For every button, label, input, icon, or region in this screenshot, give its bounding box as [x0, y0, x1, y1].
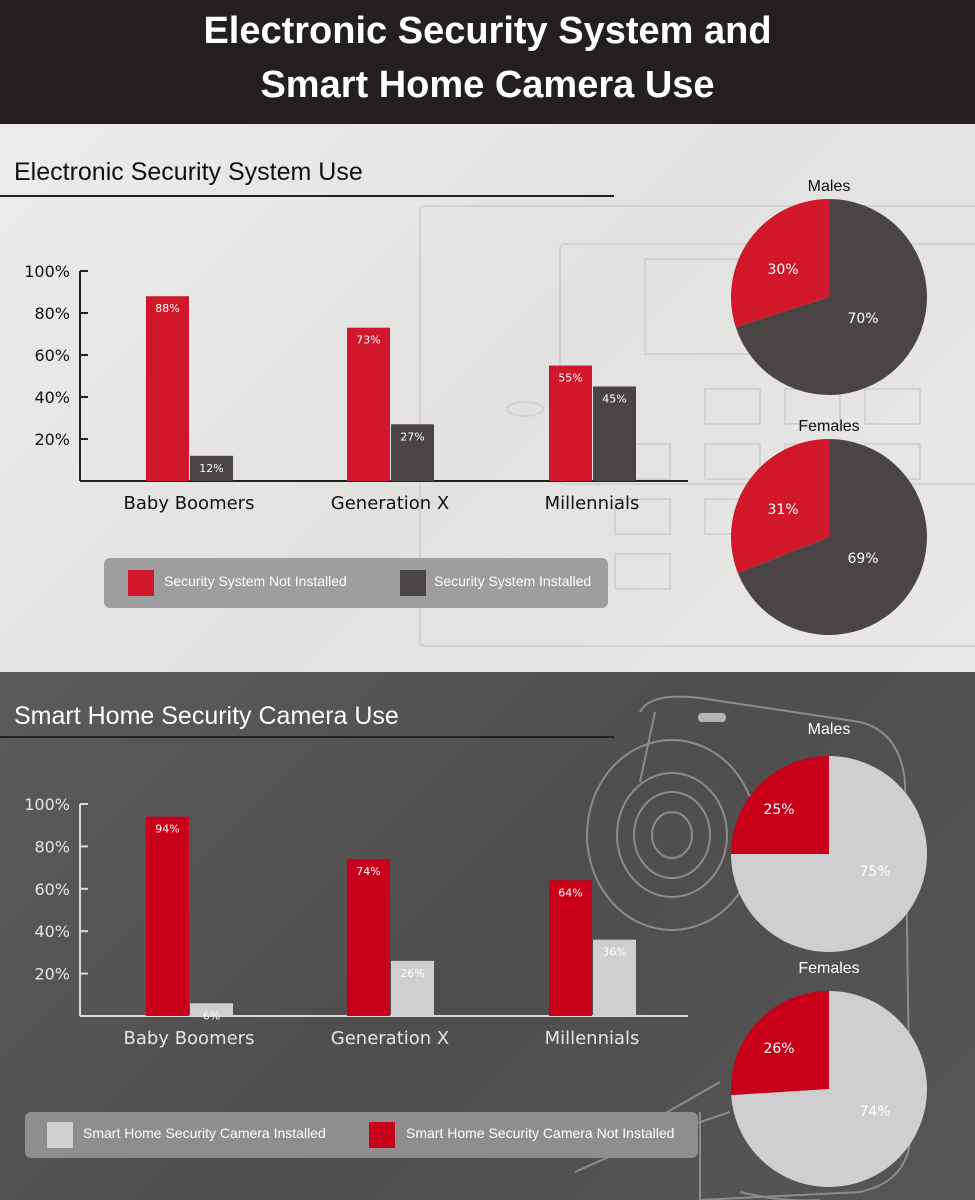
- y-tick-label: 40%: [34, 388, 70, 407]
- security-bar-chart: 100% 80% 60% 40% 20% 88% 12% Baby Boomers 73% 27%…: [24, 262, 688, 514]
- chart-legend: Security System Not Installed Security S…: [104, 558, 608, 608]
- x-tick-label: Generation X: [331, 1028, 449, 1049]
- data-label: 45%: [602, 393, 626, 406]
- data-label: 88%: [155, 302, 179, 315]
- legend-label-not-installed: Security System Not Installed: [164, 573, 347, 589]
- data-label: 55%: [558, 372, 582, 385]
- pie-title-males: Males: [807, 178, 851, 195]
- data-label: 36%: [602, 946, 626, 959]
- pie-slice-installed: [737, 439, 927, 635]
- pie-title-males: Males: [807, 721, 851, 738]
- legend-label-not-installed: Smart Home Security Camera Not Installed: [406, 1125, 675, 1141]
- data-label: 74%: [356, 865, 380, 878]
- pie-slice-not-installed: [730, 991, 829, 1096]
- pie-label: 70%: [847, 311, 878, 327]
- y-tick-label: 20%: [34, 965, 70, 984]
- legend-label-installed: Security System Installed: [434, 573, 592, 589]
- security-pie-charts: 30% 70% 31% 69%: [731, 199, 927, 635]
- camera-bar-chart: 100% 80% 60% 40% 20% 94% 6% Baby Boomers 74% 26% G…: [24, 795, 688, 1049]
- legend-swatch-installed: [400, 570, 426, 596]
- legend-label-installed: Smart Home Security Camera Installed: [83, 1125, 326, 1141]
- bar-baby-boomers-installed: [190, 1003, 233, 1016]
- camera-pie-charts: 25% 75% 26% 74%: [730, 756, 927, 1187]
- bar-baby-boomers-not-installed: [146, 296, 189, 481]
- legend-swatch-not-installed: [369, 1122, 395, 1148]
- chart-legend: Smart Home Security Camera Installed Sma…: [25, 1112, 698, 1158]
- y-tick-label: 40%: [34, 922, 70, 941]
- bar-baby-boomers-not-installed: [146, 816, 189, 1016]
- pie-label: 75%: [859, 864, 890, 880]
- bar-generation-x-not-installed: [347, 859, 390, 1016]
- pie-title-females: Females: [798, 960, 860, 977]
- bar-millennials-not-installed: [549, 880, 592, 1016]
- x-tick-label: Baby Boomers: [124, 1028, 255, 1049]
- pie-title-females: Females: [798, 418, 860, 435]
- bar-millennials-installed: [593, 939, 636, 1016]
- pie-slice-installed: [731, 991, 927, 1187]
- y-tick-label: 100%: [24, 262, 70, 281]
- data-label: 64%: [558, 886, 582, 899]
- section-title-security-camera: Smart Home Security Camera Use: [14, 702, 399, 730]
- data-label: 6%: [203, 1009, 220, 1022]
- page-title-line-2: Smart Home Camera Use: [260, 64, 715, 106]
- bar-baby-boomers-installed: [190, 455, 233, 481]
- y-tick-label: 60%: [34, 880, 70, 899]
- data-label: 26%: [400, 967, 424, 980]
- x-tick-label: Millennials: [545, 493, 640, 514]
- security-system-section: Electronic Security System Use 100% 80% 60…: [0, 124, 975, 672]
- pie-slice-not-installed: [731, 756, 829, 854]
- page-title-line-1: Electronic Security System and: [203, 10, 772, 52]
- bar-millennials-not-installed: [549, 365, 592, 481]
- pie-label: 26%: [763, 1041, 794, 1057]
- pie-label: 31%: [767, 502, 798, 518]
- x-tick-label: Generation X: [331, 493, 449, 514]
- bar-generation-x-installed: [391, 424, 434, 481]
- y-tick-label: 60%: [34, 346, 70, 365]
- pie-slice-not-installed: [731, 199, 829, 328]
- data-label: 94%: [155, 823, 179, 836]
- pie-label: 74%: [859, 1104, 890, 1120]
- security-camera-section: Smart Home Security Camera Use 100% 80% 60…: [0, 672, 975, 1200]
- y-tick-label: 100%: [24, 795, 70, 814]
- x-tick-label: Millennials: [545, 1028, 640, 1049]
- section-title-security-system: Electronic Security System Use: [14, 158, 363, 186]
- data-label: 27%: [400, 430, 424, 443]
- y-tick-label: 80%: [34, 837, 70, 856]
- pie-label: 25%: [763, 802, 794, 818]
- y-tick-label: 20%: [34, 430, 70, 449]
- legend-swatch-not-installed: [128, 570, 154, 596]
- legend-swatch-installed: [47, 1122, 73, 1148]
- data-label: 12%: [199, 462, 223, 475]
- page-header: Electronic Security System and Smart Hom…: [0, 0, 975, 124]
- bar-generation-x-installed: [391, 960, 434, 1016]
- bar-generation-x-not-installed: [347, 327, 390, 481]
- pie-slice-installed: [735, 199, 927, 396]
- data-label: 73%: [356, 334, 380, 347]
- bar-millennials-installed: [593, 386, 636, 481]
- y-tick-label: 80%: [34, 304, 70, 323]
- pie-slice-installed: [731, 756, 927, 952]
- section-divider: [0, 736, 614, 738]
- section-divider: [0, 195, 614, 197]
- pie-slice-not-installed: [731, 439, 829, 574]
- x-tick-label: Baby Boomers: [124, 493, 255, 514]
- pie-label: 69%: [847, 551, 878, 567]
- pie-label: 30%: [767, 262, 798, 278]
